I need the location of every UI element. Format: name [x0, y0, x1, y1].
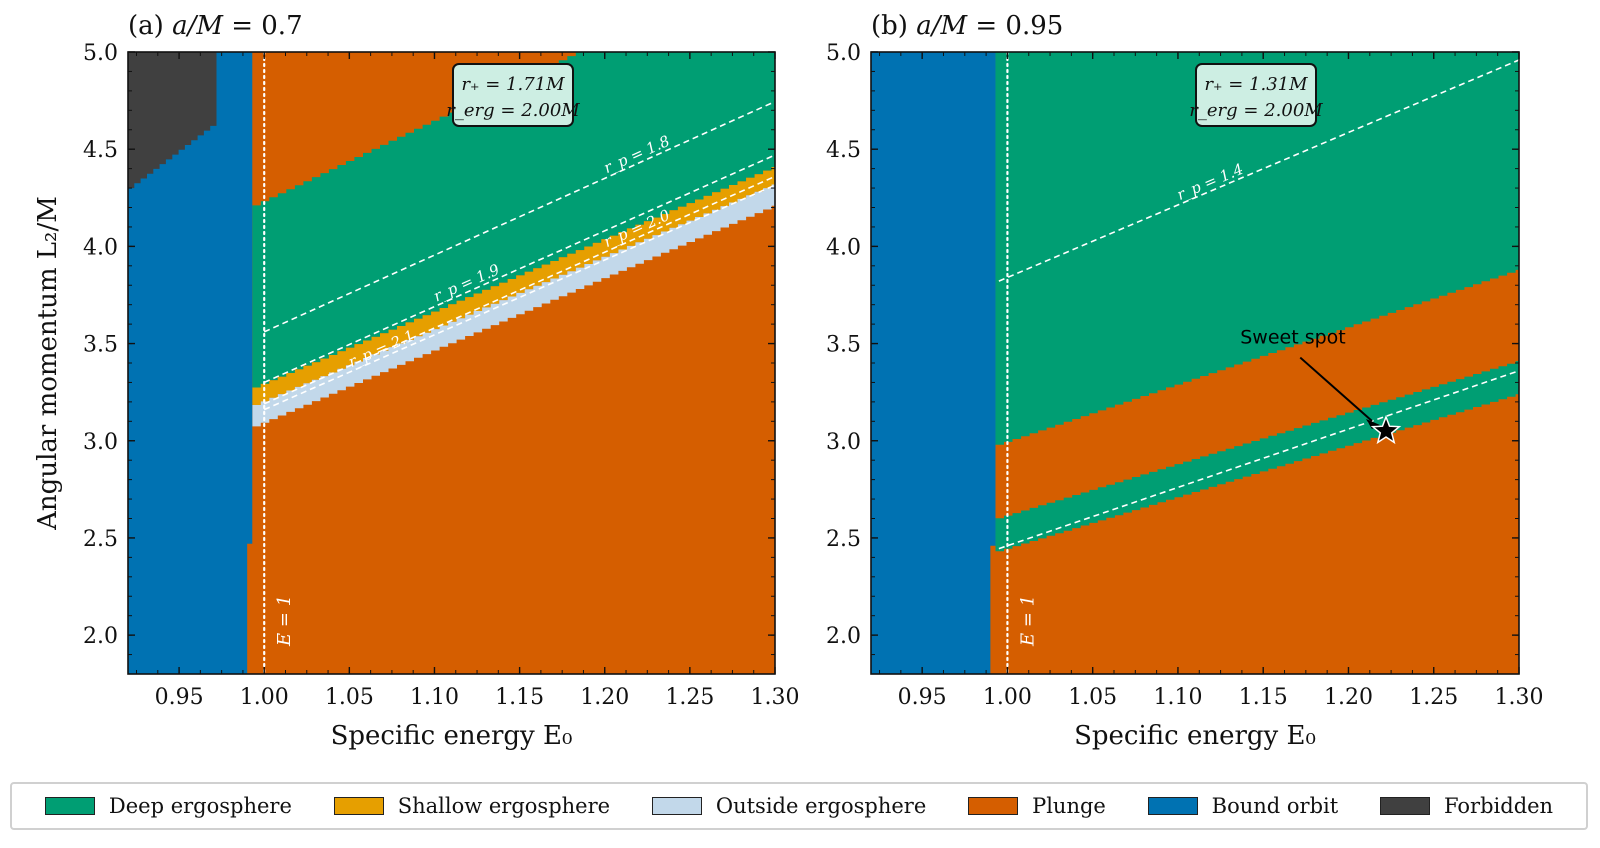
y-tick-label: 5.0 — [826, 41, 861, 66]
panel-title-spin-label: a/M — [172, 11, 224, 41]
x-tick-label: 1.05 — [1068, 685, 1117, 710]
x-tick-label: 1.20 — [580, 685, 629, 710]
legend-swatch — [44, 797, 95, 815]
deep-ergosphere-band — [995, 361, 1519, 552]
legend-item-deep: Deep ergosphere — [44, 794, 292, 818]
x-tick-label: 1.05 — [325, 685, 374, 710]
x-tick-label: 1.10 — [410, 685, 459, 710]
e-equals-1-label: E = 1 — [274, 595, 295, 647]
legend-item-forbidden: Forbidden — [1379, 794, 1554, 818]
contour-line — [263, 184, 775, 411]
contour-line — [263, 100, 775, 333]
x-axis-label: Specific energy E₀ — [1074, 721, 1316, 751]
x-tick-label: 0.95 — [155, 685, 204, 710]
annotation-text: Sweet spot — [1240, 327, 1346, 349]
panel-title-spin-value: = 0.7 — [223, 11, 303, 41]
info-box-line: r₊ = 1.31M — [1204, 74, 1308, 95]
panel-title: (a) a/M = 0.7 — [128, 11, 303, 41]
contour-line — [998, 370, 1519, 550]
legend-label: Plunge — [1032, 794, 1106, 818]
legend-swatch — [1147, 797, 1198, 815]
x-tick-label: 1.30 — [1495, 685, 1544, 710]
outside-ergosphere-region — [252, 184, 775, 427]
e-equals-1-label: E = 1 — [1017, 595, 1038, 647]
x-tick-label: 1.25 — [665, 685, 714, 710]
legend-item-outside: Outside ergosphere — [651, 794, 927, 818]
x-tick-label: 0.95 — [898, 685, 947, 710]
legend-label: Bound orbit — [1211, 794, 1339, 818]
panel-title-spin-label: a/M — [916, 11, 968, 41]
y-tick-label: 3.0 — [83, 430, 118, 455]
info-box — [452, 63, 574, 127]
legend-label: Shallow ergosphere — [397, 794, 611, 818]
x-tick-label: 1.00 — [240, 685, 289, 710]
deep-ergosphere-region — [995, 52, 1519, 445]
info-box-line: r_erg = 2.00M — [446, 100, 580, 121]
y-tick-label: 3.5 — [83, 333, 118, 358]
y-tick-label: 2.5 — [826, 527, 861, 552]
legend-swatch — [333, 797, 384, 815]
x-tick-label: 1.10 — [1153, 685, 1202, 710]
y-tick-label: 3.5 — [826, 333, 861, 358]
info-box — [1195, 63, 1317, 127]
x-tick-label: 1.15 — [1239, 685, 1288, 710]
info-box-line: r_erg = 2.00M — [1189, 100, 1323, 121]
plot-area: E = 1r_p = 1.8r_p = 1.9r_p = 2.0r_p = 2.… — [128, 52, 775, 674]
y-tick-label: 4.5 — [83, 138, 118, 163]
panel-a: E = 1r_p = 1.8r_p = 1.9r_p = 2.0r_p = 2.… — [33, 11, 799, 751]
legend-item-plunge: Plunge — [968, 794, 1106, 818]
y-tick-label: 4.0 — [83, 235, 118, 260]
legend-swatch — [968, 797, 1019, 815]
y-axis-label: Angular momentum L₂/M — [33, 196, 63, 531]
y-tick-label: 2.5 — [83, 527, 118, 552]
legend-item-bound: Bound orbit — [1147, 794, 1339, 818]
x-axis-label: Specific energy E₀ — [331, 721, 573, 751]
x-tick-label: 1.15 — [495, 685, 544, 710]
legend-swatch — [1379, 797, 1430, 815]
x-tick-label: 1.00 — [983, 685, 1032, 710]
annotation-arrow — [1299, 356, 1373, 422]
legend-label: Forbidden — [1443, 794, 1554, 818]
x-tick-label: 1.30 — [751, 685, 800, 710]
shallow-ergosphere-region — [252, 167, 775, 405]
bound-orbit-region — [871, 52, 996, 674]
legend-label: Deep ergosphere — [108, 794, 292, 818]
y-tick-label: 4.5 — [826, 138, 861, 163]
bound-orbit-region — [128, 52, 253, 674]
y-tick-label: 2.0 — [83, 624, 118, 649]
contour-line — [263, 154, 775, 384]
legend: Deep ergosphere Shallow ergosphere Outsi… — [10, 782, 1588, 830]
sweet-spot-star-icon — [1370, 414, 1402, 445]
y-tick-label: 2.0 — [826, 624, 861, 649]
panel-title-prefix: (a) — [128, 11, 172, 41]
x-tick-label: 1.25 — [1409, 685, 1458, 710]
legend-label: Outside ergosphere — [715, 794, 927, 818]
legend-item-shallow: Shallow ergosphere — [333, 794, 611, 818]
panel-title-prefix: (b) — [871, 11, 916, 41]
y-tick-label: 5.0 — [83, 41, 118, 66]
legend-swatch — [651, 797, 702, 815]
y-tick-label: 4.0 — [826, 235, 861, 260]
y-tick-label: 3.0 — [826, 430, 861, 455]
forbidden-region — [128, 52, 217, 189]
x-tick-label: 1.20 — [1324, 685, 1373, 710]
info-box-line: r₊ = 1.71M — [461, 74, 565, 95]
panel-title-spin-value: = 0.95 — [967, 11, 1063, 41]
figure: E = 1r_p = 1.8r_p = 1.9r_p = 2.0r_p = 2.… — [33, 11, 1543, 751]
contour-line — [998, 59, 1519, 282]
contour-line — [263, 175, 775, 405]
panel-title: (b) a/M = 0.95 — [871, 11, 1063, 41]
